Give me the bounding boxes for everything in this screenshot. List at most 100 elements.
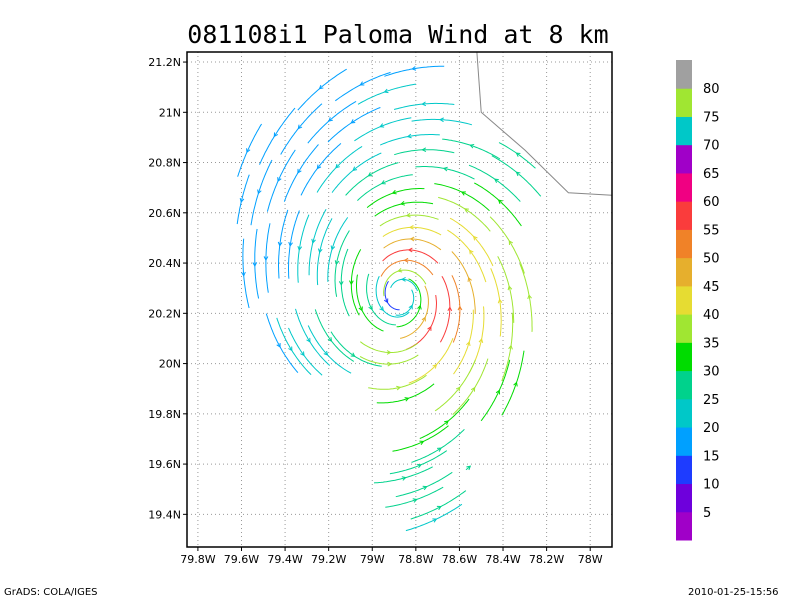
y-tick-label: 19.6N — [148, 458, 181, 471]
streamline — [395, 289, 415, 316]
streamline-arrow — [460, 191, 466, 196]
streamline — [394, 149, 455, 156]
x-tick-label: 79.6W — [224, 553, 259, 566]
streamline — [408, 338, 454, 384]
streamline — [368, 374, 427, 390]
streamline — [345, 162, 399, 196]
streamline — [383, 238, 442, 251]
streamline — [276, 317, 312, 376]
streamline-arrow — [515, 171, 521, 177]
streamline — [447, 229, 487, 283]
streamline-arrow — [417, 304, 422, 310]
streamline — [453, 309, 474, 375]
streamline — [259, 107, 296, 165]
streamline-arrow — [406, 133, 412, 139]
y-tick-label: 19.8N — [148, 408, 181, 421]
streamline — [307, 100, 357, 144]
streamline-arrow — [318, 84, 324, 90]
color-legend: 5 10 15 20 25 30 35 40 45 50 55 60 65 70 75 80 — [676, 60, 720, 541]
streamline-arrow — [405, 212, 411, 218]
streamline — [451, 275, 461, 343]
streamline — [395, 471, 453, 498]
streamline-arrow — [432, 364, 438, 369]
streamline — [297, 214, 310, 283]
legend-swatch — [676, 285, 692, 315]
streamline-arrow — [241, 271, 246, 277]
streamline — [366, 188, 425, 208]
streamline — [468, 164, 521, 202]
streamline — [307, 325, 352, 374]
streamline-arrow — [328, 117, 333, 122]
streamline-arrow — [338, 281, 344, 286]
streamline-arrow — [297, 124, 303, 130]
streamline — [288, 210, 300, 279]
streamline — [254, 228, 260, 299]
streamline — [359, 354, 419, 365]
streamline — [360, 341, 418, 353]
legend-swatch — [676, 88, 692, 117]
streamline — [265, 223, 271, 293]
footer-credit: GrADS: COLA/IGES — [4, 587, 98, 598]
streamline-arrow — [404, 397, 410, 402]
legend-label: 80 — [703, 82, 720, 97]
streamline-arrow — [407, 247, 413, 253]
streamline — [519, 263, 533, 332]
legend-label: 30 — [703, 365, 720, 380]
streamline-arrow — [401, 277, 406, 282]
streamline — [396, 278, 422, 328]
streamline — [357, 83, 416, 105]
streamline-arrow — [358, 306, 363, 312]
streamline-arrow — [330, 245, 336, 251]
streamline-arrow — [397, 267, 403, 273]
streamline — [501, 312, 514, 382]
legend-swatch — [676, 370, 692, 400]
streamline-arrow — [444, 420, 449, 425]
streamline — [452, 358, 489, 415]
streamline — [314, 309, 355, 362]
streamline-arrow — [472, 235, 478, 241]
legend-swatch — [676, 60, 692, 89]
streamline-arrow — [466, 465, 472, 471]
y-axis-ticks: 19.4N 19.6N 19.8N 20N 20.2N 20.4N 20.6N 20.8N 21… — [148, 56, 187, 521]
legend-label: 20 — [703, 421, 720, 436]
streamline-arrow — [387, 361, 393, 367]
streamline — [327, 217, 349, 282]
legend-label: 5 — [703, 506, 711, 521]
streamline-arrow — [478, 338, 484, 344]
streamline — [490, 268, 502, 337]
streamline — [438, 196, 491, 232]
streamline — [379, 214, 439, 227]
y-tick-label: 19.4N — [148, 508, 181, 521]
streamline — [399, 285, 429, 339]
streamline — [265, 313, 299, 373]
streamline — [354, 117, 412, 142]
streamline-arrow — [447, 306, 453, 312]
legend-label: 35 — [703, 336, 720, 351]
x-tick-label: 79W — [360, 553, 385, 566]
streamline-arrow — [507, 285, 513, 291]
streamline — [237, 123, 263, 177]
streamline-arrow — [383, 298, 389, 304]
footer-timestamp: 2010-01-25-15:56 — [688, 587, 779, 598]
streamline — [497, 256, 515, 323]
streamline — [439, 275, 451, 343]
x-tick-label: 78.4W — [485, 553, 520, 566]
streamline — [379, 134, 440, 146]
streamline — [288, 327, 323, 376]
y-tick-label: 21N — [159, 106, 181, 119]
legend-swatch — [676, 342, 692, 372]
streamline-arrow — [427, 325, 432, 331]
streamline-arrow — [276, 342, 281, 348]
streamline-arrow — [412, 498, 418, 503]
streamline-arrow — [437, 447, 442, 452]
streamline-arrow — [257, 189, 262, 195]
chart-title: 081108i1 Paloma Wind at 8 km — [187, 20, 608, 49]
streamline — [280, 103, 323, 155]
streamline — [392, 425, 449, 452]
streamline-arrow — [467, 276, 472, 282]
legend-label: 40 — [703, 308, 720, 323]
legend-label: 15 — [703, 449, 720, 464]
streamline — [335, 71, 391, 102]
streamline — [449, 217, 494, 267]
streamline — [384, 65, 445, 77]
